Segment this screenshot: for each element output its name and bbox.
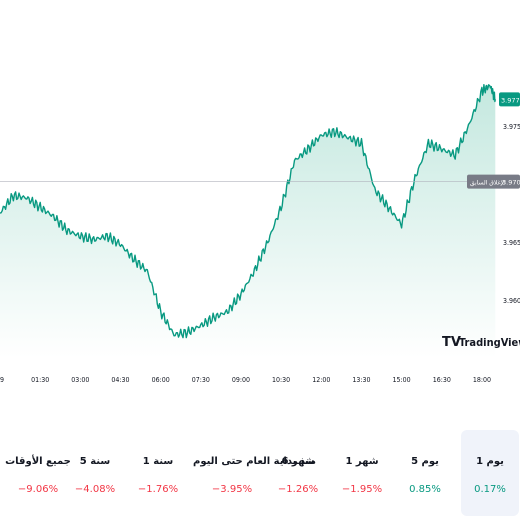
performance-value: 0.85% [409,484,441,495]
performance-tile[interactable]: 1 شهر −1.95% [333,430,391,516]
x-tick-label: 12:00 [312,376,330,384]
last-price-badge [499,92,520,107]
performance-tile[interactable]: 6 شهر −1.26% [269,430,327,516]
performance-tile[interactable]: 5 يوم 0.85% [396,430,454,516]
tradingview-wordmark: TradingView [459,336,520,349]
chart-svg[interactable]: 3.9750 3.9650 3.9600 9 01:30 03:00 04:30 06:00… [0,0,520,400]
performance-period-label: منذ بداية العام حتى اليوم [193,456,316,467]
performance-value: −1.76% [137,484,179,495]
performance-value: −4.08% [74,484,116,495]
performance-strip: 1 يوم 0.17% 5 يوم 0.85% 1 شهر −1.95% 6 شهر −1.2… [0,428,520,520]
x-tick-label: 09:00 [232,376,250,384]
last-price-label: 3.9773 [501,96,520,104]
performance-period-label: 6 شهر [281,456,315,467]
performance-period-label: 1 يوم [476,456,504,467]
performance-period-label: 5 يوم [411,456,439,467]
x-tick-label: 13:30 [352,376,370,384]
tradingview-mark-icon: TV [442,335,461,350]
performance-value: −1.95% [341,484,383,495]
x-tick-label: 01:30 [31,376,49,384]
y-tick-label: 3.9650 [503,239,520,247]
performance-tile[interactable]: جميع الأوقات −9.06% [5,430,71,516]
performance-value: −3.95% [211,484,253,495]
x-tick-label: 07:30 [192,376,210,384]
previous-close-badge [467,174,520,189]
price-line[interactable] [0,84,496,339]
performance-tile[interactable]: 1 يوم 0.17% [461,430,519,516]
performance-period-label: جميع الأوقات [5,456,71,467]
performance-tile[interactable]: 1 سنة −1.76% [129,430,187,516]
performance-period-label: 5 سنة [79,456,111,467]
x-tick-label: 06:00 [152,376,170,384]
performance-value: 0.17% [474,484,506,495]
y-tick-label: 3.9750 [503,123,520,131]
x-tick-label: 15:00 [393,376,411,384]
performance-value: −9.06% [17,484,59,495]
price-chart[interactable]: 3.9750 3.9650 3.9600 9 01:30 03:00 04:30 06:00… [0,0,520,400]
x-tick-label: 04:30 [111,376,129,384]
performance-tile[interactable]: 5 سنة −4.08% [66,430,124,516]
performance-period-label: 1 شهر [345,456,379,467]
performance-tile[interactable]: منذ بداية العام حتى اليوم −3.95% [193,430,316,516]
performance-value: −1.26% [277,484,319,495]
x-tick-label: 10:30 [272,376,290,384]
performance-period-label: 1 سنة [142,456,174,467]
x-tick-label: 9 [0,376,4,384]
y-tick-label: 3.9600 [503,297,520,305]
x-tick-label: 03:00 [71,376,89,384]
x-tick-label: 16:30 [433,376,451,384]
previous-close-label: الإغلاق السابق [470,180,506,187]
price-area [0,84,496,358]
previous-close-value: 3.9702 [502,179,520,187]
x-tick-label: 18:00 [473,376,491,384]
tradingview-logo: TV TradingView [442,335,520,350]
